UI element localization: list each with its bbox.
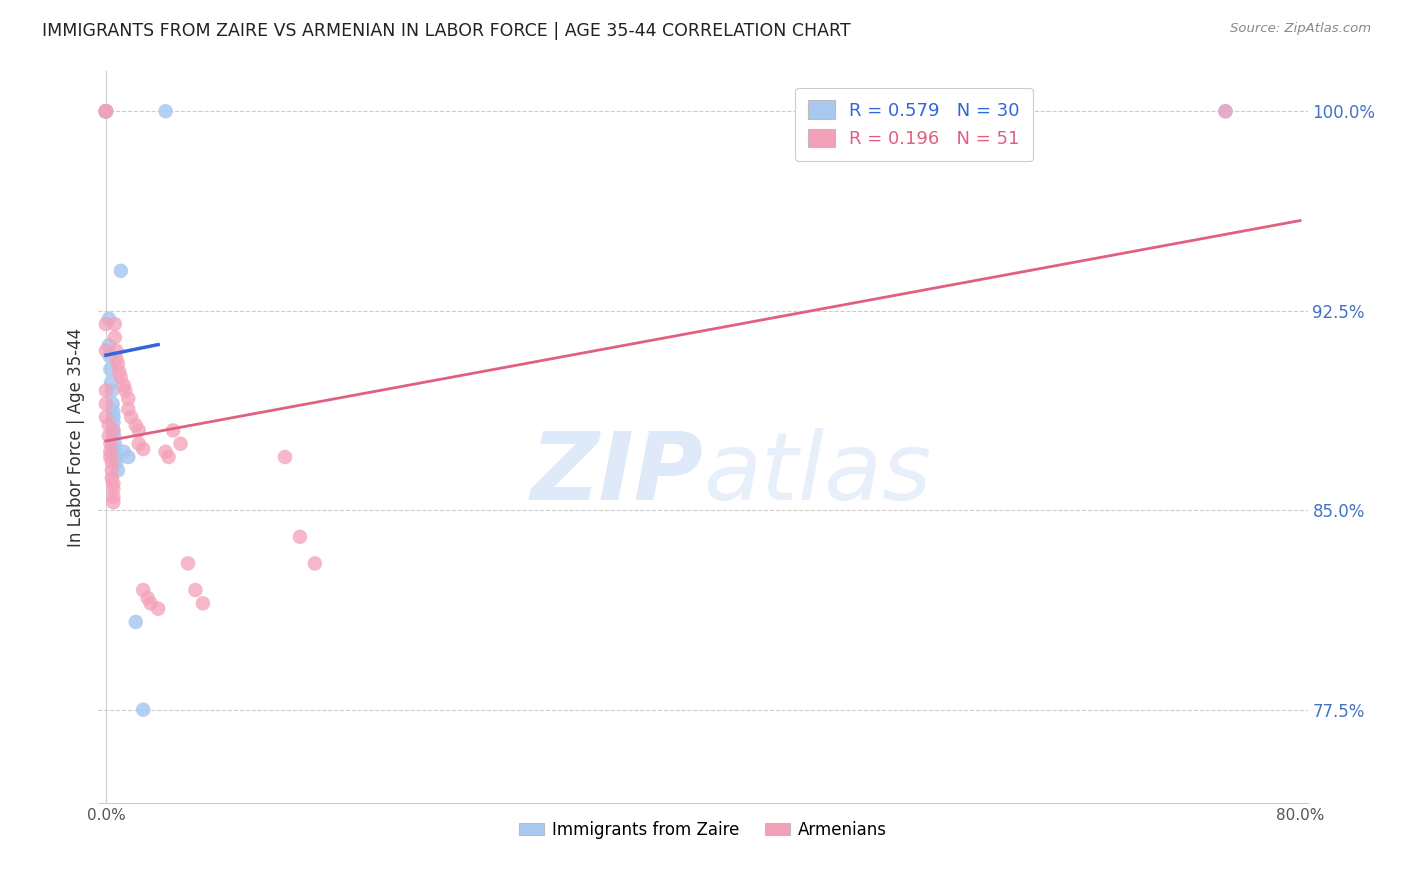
Point (94, 317, 117, 331)
Point (132, 582, 155, 597)
Point (117, 392, 139, 406)
Point (107, 357, 129, 371)
Point (98, 444, 121, 458)
Point (98, 362, 121, 376)
Point (117, 402, 139, 417)
Point (105, 351, 128, 366)
Point (132, 703, 155, 717)
Point (104, 450, 127, 464)
Point (304, 557, 326, 571)
Point (94, 104, 117, 119)
Point (125, 418, 148, 433)
Point (94, 104, 117, 119)
Point (155, 444, 177, 458)
Point (100, 376, 122, 390)
Point (103, 416, 125, 430)
Point (94, 104, 117, 119)
Point (101, 397, 124, 411)
Point (103, 424, 125, 438)
Point (146, 601, 169, 615)
Point (104, 442, 127, 456)
Point (104, 330, 127, 344)
Point (136, 591, 159, 605)
Point (1215, 104, 1237, 119)
Point (104, 317, 127, 331)
Point (97, 418, 120, 433)
Point (103, 476, 125, 491)
Point (101, 471, 124, 485)
Point (97, 429, 120, 443)
Point (94, 384, 117, 398)
Point (157, 450, 180, 464)
Point (128, 424, 150, 438)
Point (103, 495, 125, 509)
Point (97, 311, 120, 326)
Point (1215, 104, 1237, 119)
Text: IMMIGRANTS FROM ZAIRE VS ARMENIAN IN LABOR FORCE | AGE 35-44 CORRELATION CHART: IMMIGRANTS FROM ZAIRE VS ARMENIAN IN LAB… (42, 22, 851, 40)
Point (155, 104, 177, 119)
Point (94, 410, 117, 425)
Point (98, 349, 121, 363)
Point (274, 450, 297, 464)
Point (128, 436, 150, 450)
Point (98, 450, 121, 464)
Point (103, 424, 125, 438)
Point (169, 436, 191, 450)
Point (105, 343, 128, 358)
Point (94, 104, 117, 119)
Point (107, 463, 129, 477)
Point (288, 530, 311, 544)
Point (94, 397, 117, 411)
Point (177, 557, 200, 571)
Point (110, 370, 132, 384)
Point (108, 365, 131, 379)
Point (184, 582, 207, 597)
Point (101, 455, 124, 469)
Point (110, 264, 132, 278)
Point (112, 378, 135, 392)
Point (94, 104, 117, 119)
Text: Source: ZipAtlas.com: Source: ZipAtlas.com (1230, 22, 1371, 36)
Legend: Immigrants from Zaire, Armenians: Immigrants from Zaire, Armenians (512, 814, 894, 846)
Point (191, 596, 214, 610)
Point (101, 463, 124, 477)
Point (103, 410, 125, 425)
Point (103, 482, 125, 496)
Y-axis label: In Labor Force | Age 35-44: In Labor Force | Age 35-44 (66, 327, 84, 547)
Point (112, 444, 135, 458)
Point (132, 442, 155, 456)
Point (105, 455, 128, 469)
Point (94, 104, 117, 119)
Point (120, 410, 142, 425)
Text: ZIP: ZIP (530, 427, 703, 520)
Point (94, 104, 117, 119)
Point (104, 436, 127, 450)
Point (114, 384, 136, 398)
Point (103, 429, 125, 443)
Point (94, 343, 117, 358)
Point (103, 405, 125, 419)
Point (101, 384, 124, 398)
Point (97, 338, 120, 352)
Point (162, 424, 184, 438)
Point (117, 450, 139, 464)
Point (98, 436, 121, 450)
Point (94, 104, 117, 119)
Point (139, 596, 162, 610)
Point (125, 615, 148, 629)
Point (103, 490, 125, 504)
Text: atlas: atlas (703, 428, 931, 519)
